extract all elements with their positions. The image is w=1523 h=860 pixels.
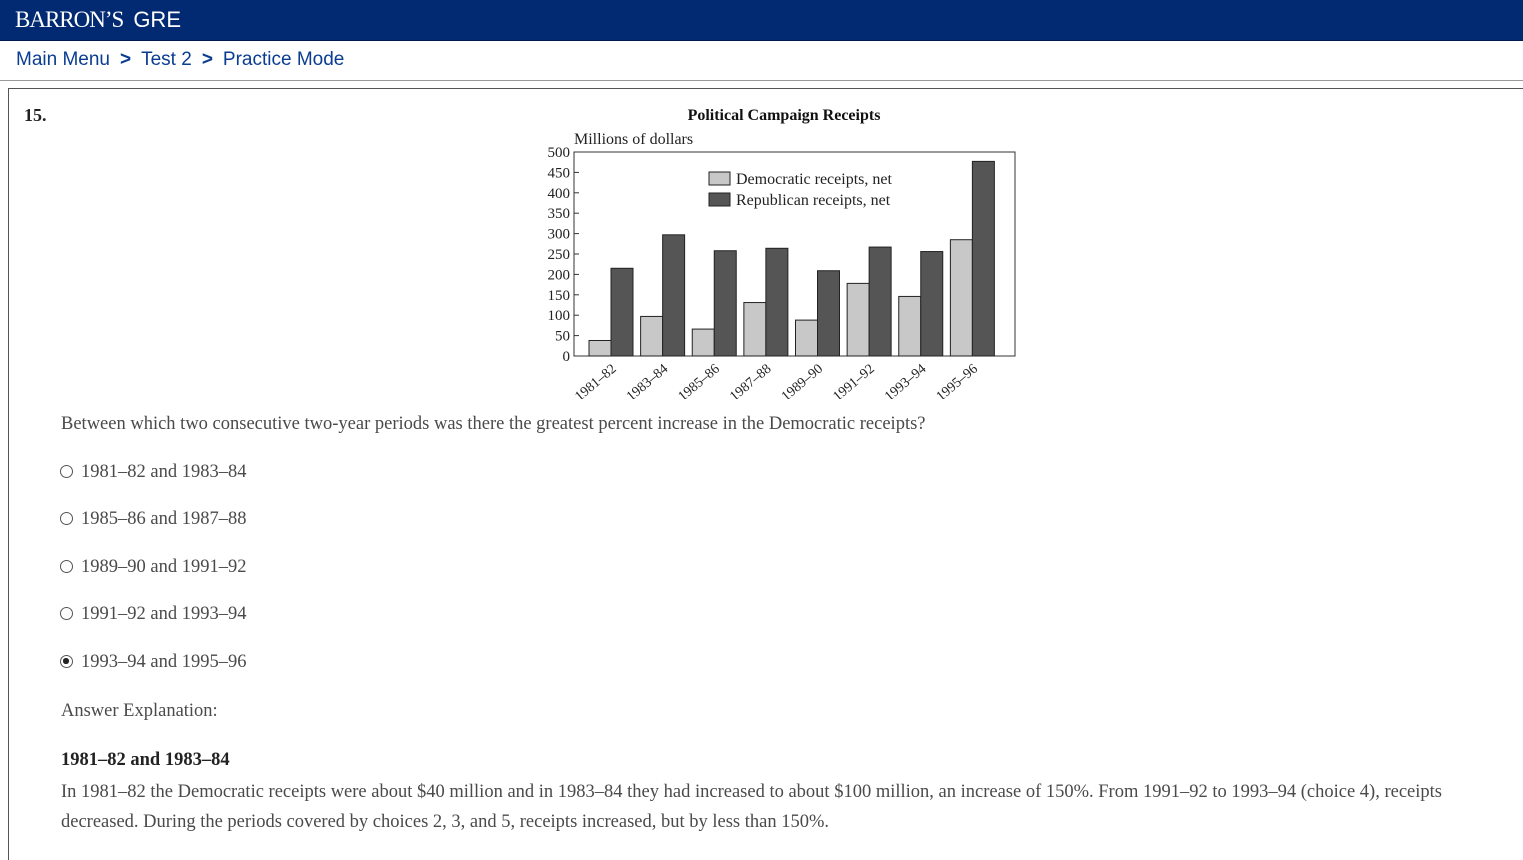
bar-democratic [846,282,870,357]
x-tick-label: 1983–84 [624,362,671,399]
answer-option-2[interactable]: 1985–86 and 1987–88 [60,507,246,531]
option-label: 1989–90 and 1991–92 [81,557,247,577]
option-label: 1985–86 and 1987–88 [81,509,247,529]
bar-democratic [640,315,664,357]
app-header: BARRON’S GRE [0,0,1523,41]
y-tick-label: 250 [548,247,571,263]
breadcrumb-test-2[interactable]: Test 2 [141,49,192,70]
x-tick-label: 1987–88 [727,362,774,399]
option-label: 1981–82 and 1983–84 [81,462,247,482]
y-tick-label: 150 [548,288,571,304]
x-tick-label: 1985–86 [676,362,723,399]
bar-republican [713,250,737,357]
question-number: 15. [24,105,47,125]
y-tick-label: 350 [548,206,571,222]
x-tick-label: 1981–82 [572,362,619,399]
breadcrumb: Main Menu > Test 2 > Practice Mode [16,49,344,71]
x-tick-label: 1995–96 [934,362,981,399]
bar-republican [817,270,840,357]
question-text: Between which two consecutive two-year p… [61,414,926,434]
breadcrumb-practice-mode[interactable]: Practice Mode [222,49,345,70]
answer-option-4[interactable]: 1991–92 and 1993–94 [60,602,246,626]
y-tick-label: 300 [548,227,571,243]
radio-button[interactable] [60,512,73,525]
option-label: 1993–94 and 1995–96 [81,652,247,672]
campaign-receipts-chart: Political Campaign Receipts Millions of … [548,107,1016,399]
x-axis: 1981–82 1983–84 1985–86 1987–88 1989–90 1991–… [572,362,981,399]
x-tick-label: 1989–90 [779,362,826,399]
legend-label: Democratic receipts, net [736,171,892,188]
brand-secondary: GRE [133,7,181,32]
explanation-text: In 1981–82 the Democratic receipts were … [61,782,1442,832]
answer-option-1[interactable]: 1981–82 and 1983–84 [60,460,246,484]
bar-democratic [743,302,767,357]
explanation-title: 1981–82 and 1983–84 [61,750,230,770]
bar-democratic [588,339,612,357]
chart-title: Political Campaign Receipts [688,107,881,124]
option-label: 1991–92 and 1993–94 [81,604,247,624]
bar-series [588,160,995,357]
explanation-label: Answer Explanation: [61,701,218,721]
radio-button[interactable] [60,560,73,573]
chart-legend: Democratic receipts, net Republican recei… [708,171,892,209]
bar-democratic [898,295,922,357]
y-tick-label: 400 [548,186,571,202]
bar-democratic [795,319,818,357]
y-tick-label: 500 [548,145,571,161]
answer-option-3[interactable]: 1989–90 and 1991–92 [60,555,246,579]
x-tick-label: 1991–92 [831,362,878,399]
brand-primary: BARRON’S [15,7,124,32]
bar-republican [662,234,686,357]
breadcrumb-separator: > [201,49,213,70]
bar-democratic [691,328,715,357]
radio-button[interactable] [60,655,73,668]
bar-republican [920,251,944,357]
answer-option-5[interactable]: 1993–94 and 1995–96 [60,650,246,674]
y-tick-label: 100 [548,308,571,324]
breadcrumb-separator: > [120,49,132,70]
y-tick-label: 50 [555,329,570,345]
y-tick-label: 450 [548,165,571,181]
bar-democratic [949,239,973,357]
bar-republican [610,267,634,357]
question-panel: 15. Political Campaign Receipts Millions… [8,88,1523,860]
bar-republican [971,160,995,357]
radio-button[interactable] [60,465,73,478]
radio-button[interactable] [60,607,73,620]
legend-label: Republican receipts, net [736,192,891,209]
x-tick-label: 1993–94 [882,362,929,399]
brand-logo: BARRON’S GRE [15,6,181,34]
breadcrumb-main-menu[interactable]: Main Menu [16,49,110,70]
legend-swatch-democratic [708,171,731,186]
chart-ylabel: Millions of dollars [574,131,693,148]
y-axis: 0 50 100 150 200 250 300 350 400 450 500 [548,145,579,365]
legend-swatch-republican [708,192,731,207]
breadcrumb-bar: Main Menu > Test 2 > Practice Mode [0,41,1523,81]
y-tick-label: 200 [548,267,571,283]
bar-republican [765,247,789,357]
y-tick-label: 0 [563,349,571,365]
bar-republican [868,246,892,357]
